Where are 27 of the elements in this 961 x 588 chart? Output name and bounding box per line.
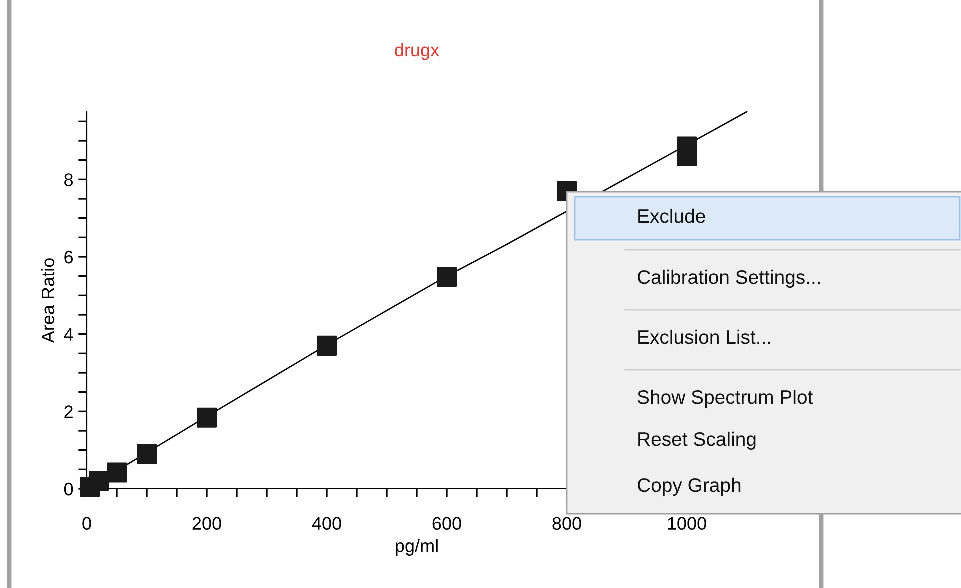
point xyxy=(436,267,458,288)
x-tick-label: 0 xyxy=(82,517,92,530)
chart-title: drugx xyxy=(395,43,440,60)
x-tick-label: 1000 xyxy=(668,517,706,530)
point xyxy=(316,336,338,356)
point xyxy=(676,136,698,157)
y-axis-title: Area Ratio xyxy=(41,258,55,344)
y-tick-label: 6 xyxy=(64,250,74,264)
x-tick-label: 400 xyxy=(312,517,342,530)
annotation: Calibration Settings... xyxy=(638,270,820,288)
annotation: Reset Scaling xyxy=(638,432,756,450)
x-tick-label: 200 xyxy=(192,517,222,530)
point xyxy=(106,462,128,483)
y-tick-label: 4 xyxy=(64,328,74,341)
point xyxy=(196,408,218,428)
y-tick-label: 8 xyxy=(64,174,74,186)
x-tick-label: 800 xyxy=(552,517,582,530)
y-tick-label: 0 xyxy=(64,482,74,496)
annotation: Exclusion List... xyxy=(638,330,770,344)
annotation: Copy Graph xyxy=(638,478,741,496)
y-tick-label: 2 xyxy=(64,406,73,418)
x-axis-title: pg/ml xyxy=(396,539,438,556)
annotation: Exclude xyxy=(638,208,706,224)
point xyxy=(136,444,158,464)
point xyxy=(88,471,110,492)
x-tick-label: 600 xyxy=(432,517,462,530)
annotation: Show Spectrum Plot xyxy=(638,390,814,408)
